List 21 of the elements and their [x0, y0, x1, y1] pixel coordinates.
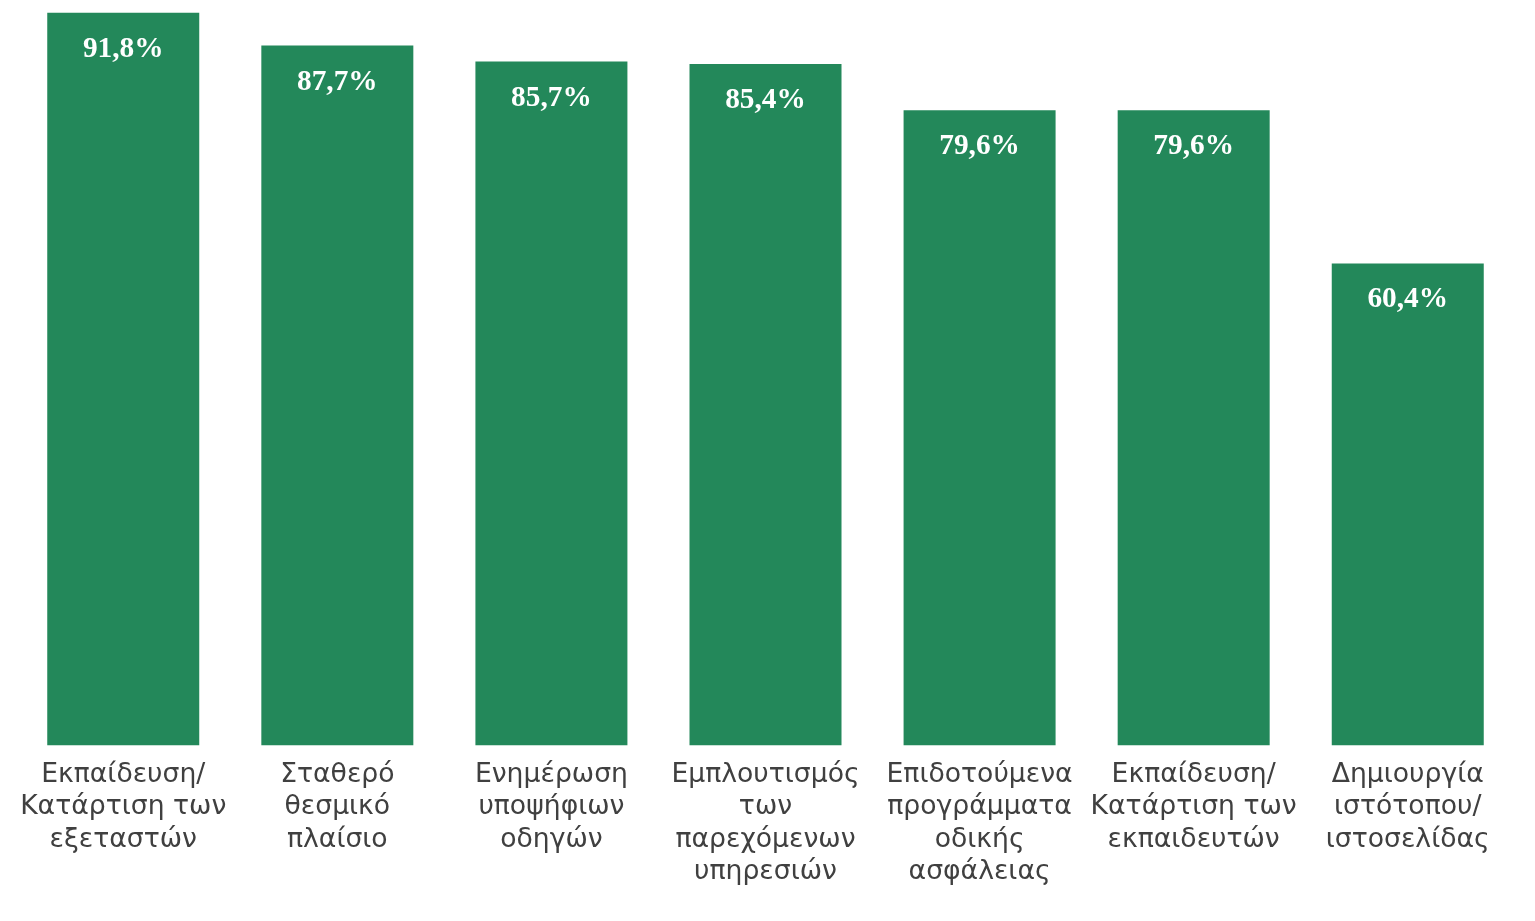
data-label: 85,7% [511, 79, 592, 112]
x-tick-label: Εκπαίδευση/ Κατάρτιση των εξεταστών [20, 756, 227, 853]
data-label: 79,6% [1153, 128, 1234, 161]
x-tick-label: Εκπαίδευση/ Κατάρτιση των εκπαιδευτών [1090, 756, 1297, 853]
x-tick-label: Σταθερό θεσμικό πλαίσιο [280, 756, 395, 853]
bar [903, 110, 1056, 746]
data-label: 60,4% [1367, 281, 1449, 314]
bar [1117, 110, 1270, 746]
bar [47, 12, 200, 746]
bar [475, 61, 628, 746]
bar [1331, 263, 1484, 746]
data-label: 87,7% [297, 63, 378, 96]
x-tick-label: Δημιουργία ιστότοπου/ ιστοσελίδας [1325, 756, 1490, 853]
bar [261, 45, 414, 746]
data-label: 85,4% [725, 81, 806, 114]
x-tick-label: Εμπλουτισμός των παρεχόμενων υπηρεσιών [671, 756, 860, 886]
x-tick-label: Επιδοτούμενα προγράμματα οδικής ασφάλειας [886, 756, 1073, 886]
x-tick-label: Ενημέρωση υποψήφιων οδηγών [474, 756, 628, 853]
data-label: 79,6% [939, 128, 1020, 161]
bar [689, 63, 842, 746]
data-label: 91,8% [82, 30, 164, 63]
